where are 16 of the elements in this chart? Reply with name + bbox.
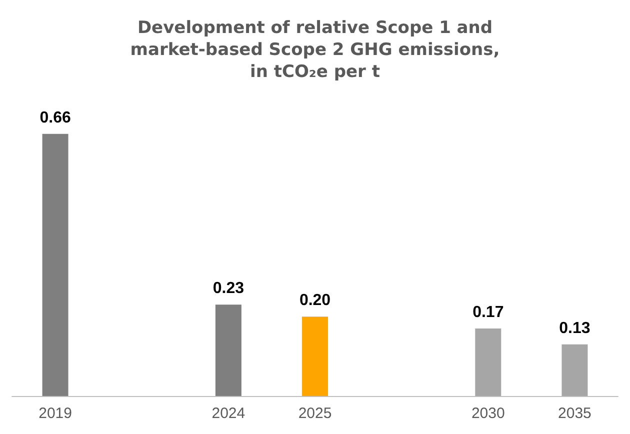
bar: [302, 316, 328, 396]
bar: [42, 134, 68, 396]
x-tick-label: 2025: [298, 405, 332, 422]
bar: [475, 328, 502, 396]
chart-title: Development of relative Scope 1 and market-based Scope 2 GHG emissions, in tCO₂e per t: [130, 18, 500, 82]
x-tick-label: 2030: [471, 405, 505, 422]
data-label: 0.66: [40, 109, 71, 126]
data-label: 0.17: [472, 304, 504, 321]
bar: [215, 304, 242, 396]
data-label: 0.23: [212, 280, 244, 298]
data-label: 0.13: [559, 320, 590, 337]
x-tick-label: 2035: [558, 405, 592, 422]
x-tick-label: 2024: [212, 405, 246, 422]
x-tick-label: 2019: [38, 405, 72, 422]
data-label: 0.20: [299, 292, 331, 310]
bar: [562, 344, 588, 396]
